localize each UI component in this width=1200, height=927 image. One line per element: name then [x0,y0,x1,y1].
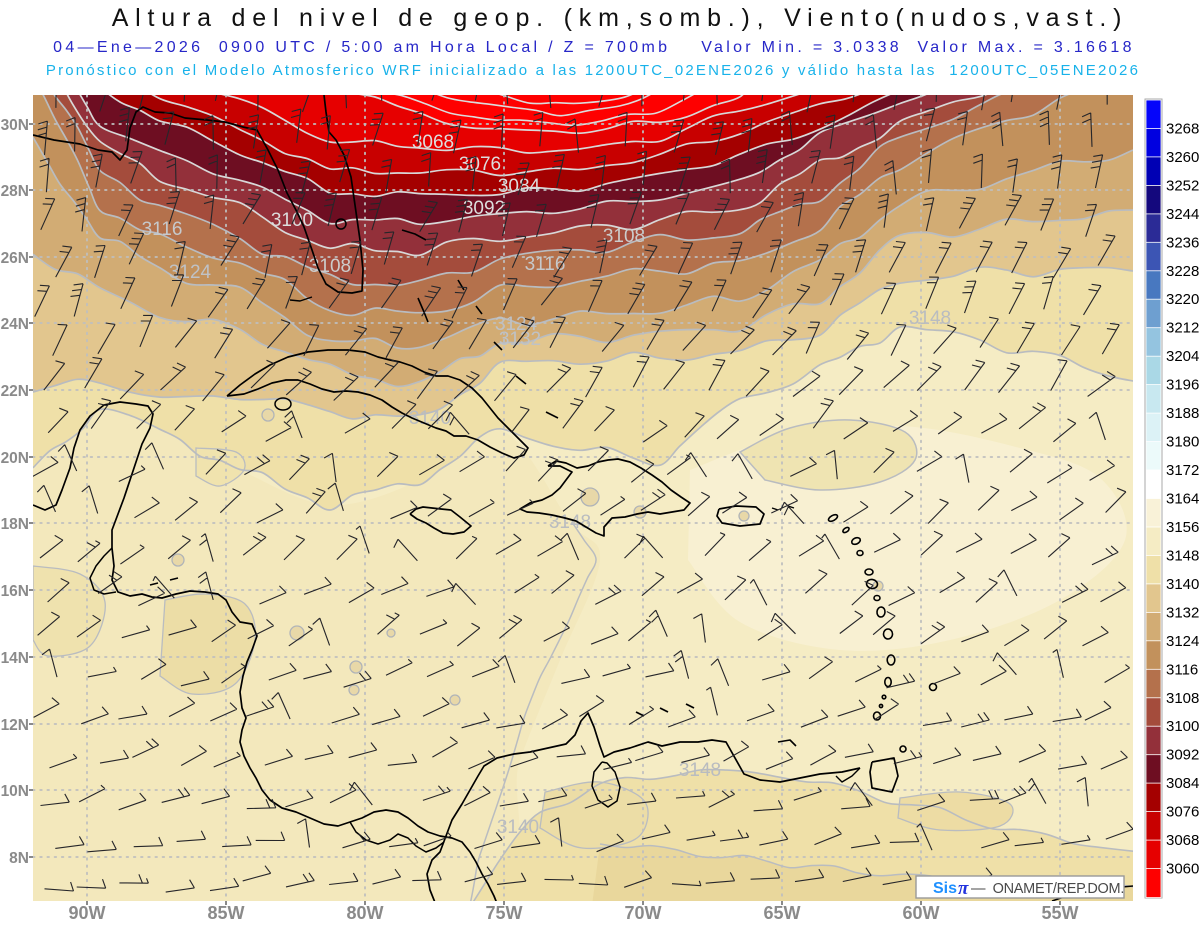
svg-text:3148: 3148 [679,760,721,781]
svg-text:55W: 55W [1041,903,1078,923]
svg-text:10N: 10N [1,783,29,800]
svg-text:3212: 3212 [1166,320,1199,337]
svg-text:3260: 3260 [1166,149,1199,166]
svg-text:28N: 28N [1,183,29,200]
svg-text:3172: 3172 [1166,462,1199,479]
svg-text:3068: 3068 [412,132,454,153]
svg-text:3196: 3196 [1166,377,1199,394]
svg-text:3116: 3116 [1166,661,1198,678]
svg-text:3236: 3236 [1166,234,1199,251]
svg-text:8N: 8N [9,850,29,867]
svg-text:85W: 85W [207,903,244,923]
svg-text:3132: 3132 [1166,604,1199,621]
svg-text:75W: 75W [485,903,522,923]
svg-text:3060: 3060 [1166,861,1199,878]
svg-text:3148: 3148 [909,308,951,329]
svg-text:20N: 20N [1,450,29,467]
svg-text:3140: 3140 [1166,576,1199,593]
svg-text:3228: 3228 [1166,263,1199,280]
svg-text:80W: 80W [346,903,383,923]
svg-text:3180: 3180 [1166,434,1199,451]
svg-text:3140: 3140 [497,817,539,838]
svg-text:3140: 3140 [409,408,451,429]
svg-text:3148: 3148 [1166,547,1199,564]
svg-text:3084: 3084 [1166,775,1199,792]
svg-text:— ONAMET/REP.DOM.: — ONAMET/REP.DOM. [971,881,1124,897]
svg-text:14N: 14N [1,650,29,667]
svg-text:18N: 18N [1,516,29,533]
svg-text:3124: 3124 [1166,633,1199,650]
svg-text:16N: 16N [1,583,29,600]
svg-text:3116: 3116 [142,219,183,240]
svg-text:3076: 3076 [1166,804,1199,821]
svg-text:60W: 60W [902,903,939,923]
svg-text:65W: 65W [763,903,800,923]
svg-text:3084: 3084 [498,176,541,197]
svg-text:3252: 3252 [1166,177,1199,194]
svg-text:3108: 3108 [603,226,645,247]
svg-text:90W: 90W [68,903,105,923]
svg-text:3204: 3204 [1166,348,1199,365]
svg-text:12N: 12N [1,717,29,734]
svg-text:3188: 3188 [1166,405,1199,422]
svg-text:3068: 3068 [1166,832,1199,849]
svg-text:3108: 3108 [1166,690,1199,707]
svg-text:22N: 22N [1,383,29,400]
svg-text:Sis: Sis [933,880,957,897]
svg-text:3124: 3124 [169,262,212,283]
svg-text:π: π [958,878,969,899]
svg-text:30N: 30N [1,117,29,134]
svg-text:3092: 3092 [1166,747,1199,764]
svg-text:3220: 3220 [1166,291,1199,308]
svg-text:3164: 3164 [1166,491,1199,508]
svg-text:70W: 70W [624,903,661,923]
svg-text:24N: 24N [1,316,29,333]
svg-text:3268: 3268 [1166,121,1199,138]
svg-text:3100: 3100 [271,210,313,231]
svg-text:3116: 3116 [525,254,566,275]
svg-text:3244: 3244 [1166,206,1199,223]
svg-text:26N: 26N [1,250,29,267]
svg-text:3100: 3100 [1166,718,1199,735]
svg-text:3076: 3076 [459,154,501,175]
svg-text:3156: 3156 [1166,519,1199,536]
svg-text:3092: 3092 [463,198,505,219]
